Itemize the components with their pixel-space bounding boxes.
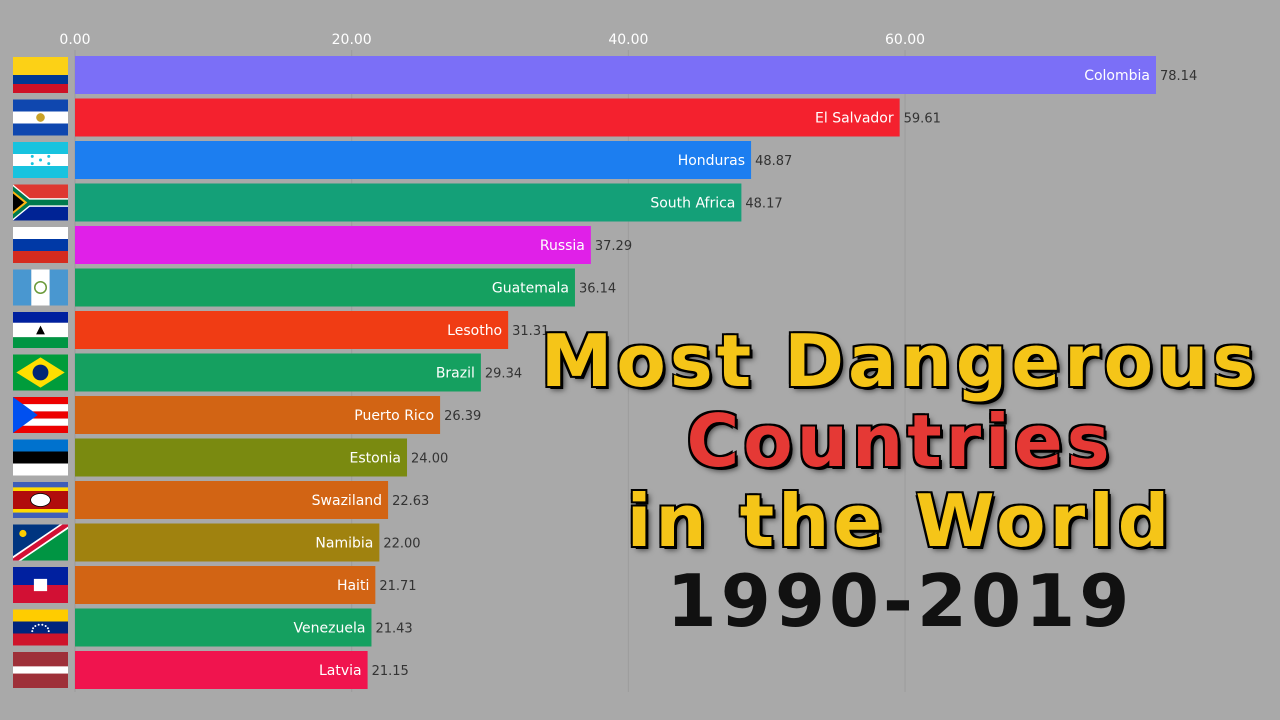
bar	[75, 268, 575, 307]
bar	[75, 566, 376, 604]
bar	[75, 438, 408, 477]
bar-category-label: Lesotho	[447, 323, 502, 339]
bar-value-label: 22.63	[392, 494, 429, 509]
bar-value-label: 59.61	[904, 112, 941, 127]
bar	[75, 481, 389, 519]
bar	[75, 141, 752, 179]
bar-category-label: Russia	[540, 238, 585, 254]
title-line-4: 1990-2019	[666, 559, 1134, 643]
haiti-flag-icon	[13, 567, 68, 603]
chart-title: Most Dangerous Countries in the World 19…	[540, 325, 1260, 637]
tick-label: 0.00	[59, 32, 90, 48]
estonia-flag-icon	[13, 439, 68, 476]
bars: Colombia 78.14 El Salvador 59.61 Honduras 48.…	[75, 56, 1197, 689]
bar-category-label: Haiti	[337, 578, 369, 594]
tick-label: 20.00	[332, 32, 372, 48]
bar-value-label: 37.29	[595, 239, 632, 254]
bar	[75, 98, 900, 137]
south-africa-flag-icon	[13, 184, 68, 221]
bar-value-label: 26.39	[444, 409, 481, 424]
latvia-flag-icon	[13, 652, 68, 688]
bar-value-label: 48.87	[755, 154, 792, 169]
swaziland-flag-icon	[13, 482, 68, 518]
bar-value-label: 21.71	[379, 579, 416, 594]
bar-category-label: Swaziland	[312, 493, 382, 509]
tick-label: 60.00	[885, 32, 925, 48]
title-line-2: Countries	[686, 399, 1114, 483]
guatemala-flag-icon	[13, 269, 68, 306]
bar	[75, 353, 481, 392]
bar-value-label: 22.00	[383, 537, 420, 552]
namibia-flag-icon	[13, 524, 68, 561]
lesotho-flag-icon	[13, 312, 68, 348]
bar	[75, 396, 441, 434]
bar-value-label: 21.15	[372, 664, 409, 679]
bar-value-label: 78.14	[1160, 69, 1197, 84]
venezuela-flag-icon	[13, 609, 68, 646]
puerto-rico-flag-icon	[13, 397, 68, 433]
flags	[13, 57, 68, 688]
brazil-flag-icon	[13, 354, 68, 391]
bar	[75, 56, 1156, 94]
bar-value-label: 36.14	[579, 282, 616, 297]
bar-category-label: Honduras	[678, 153, 745, 169]
bar-category-label: Namibia	[315, 536, 373, 552]
bar-value-label: 21.43	[375, 622, 412, 637]
bar	[75, 651, 368, 689]
bar-value-label: 31.31	[512, 324, 549, 339]
bar	[75, 226, 591, 264]
title-line-1: Most Dangerous	[540, 319, 1260, 403]
bar	[75, 183, 742, 222]
bar-category-label: Colombia	[1084, 68, 1150, 84]
bar-value-label: 29.34	[485, 367, 522, 382]
bar-category-label: Estonia	[349, 451, 401, 467]
honduras-flag-icon	[13, 142, 68, 178]
bar-value-label: 24.00	[411, 452, 448, 467]
el-salvador-flag-icon	[13, 99, 68, 136]
x-axis-ticks: 0.00 20.00 40.00 60.00	[59, 32, 925, 48]
bar-category-label: Guatemala	[492, 281, 569, 297]
bar-category-label: Venezuela	[294, 621, 366, 637]
bar-category-label: Brazil	[436, 366, 475, 382]
title-line-3: in the World	[626, 479, 1174, 563]
bar-category-label: South Africa	[650, 196, 735, 212]
bar	[75, 311, 509, 349]
bar-category-label: Latvia	[319, 663, 362, 679]
colombia-flag-icon	[13, 57, 68, 93]
bar-category-label: Puerto Rico	[354, 408, 434, 424]
russia-flag-icon	[13, 227, 68, 263]
tick-label: 40.00	[608, 32, 648, 48]
bar-category-label: El Salvador	[815, 111, 894, 127]
bar-value-label: 48.17	[745, 197, 782, 212]
bar	[75, 523, 380, 562]
bar	[75, 608, 372, 647]
